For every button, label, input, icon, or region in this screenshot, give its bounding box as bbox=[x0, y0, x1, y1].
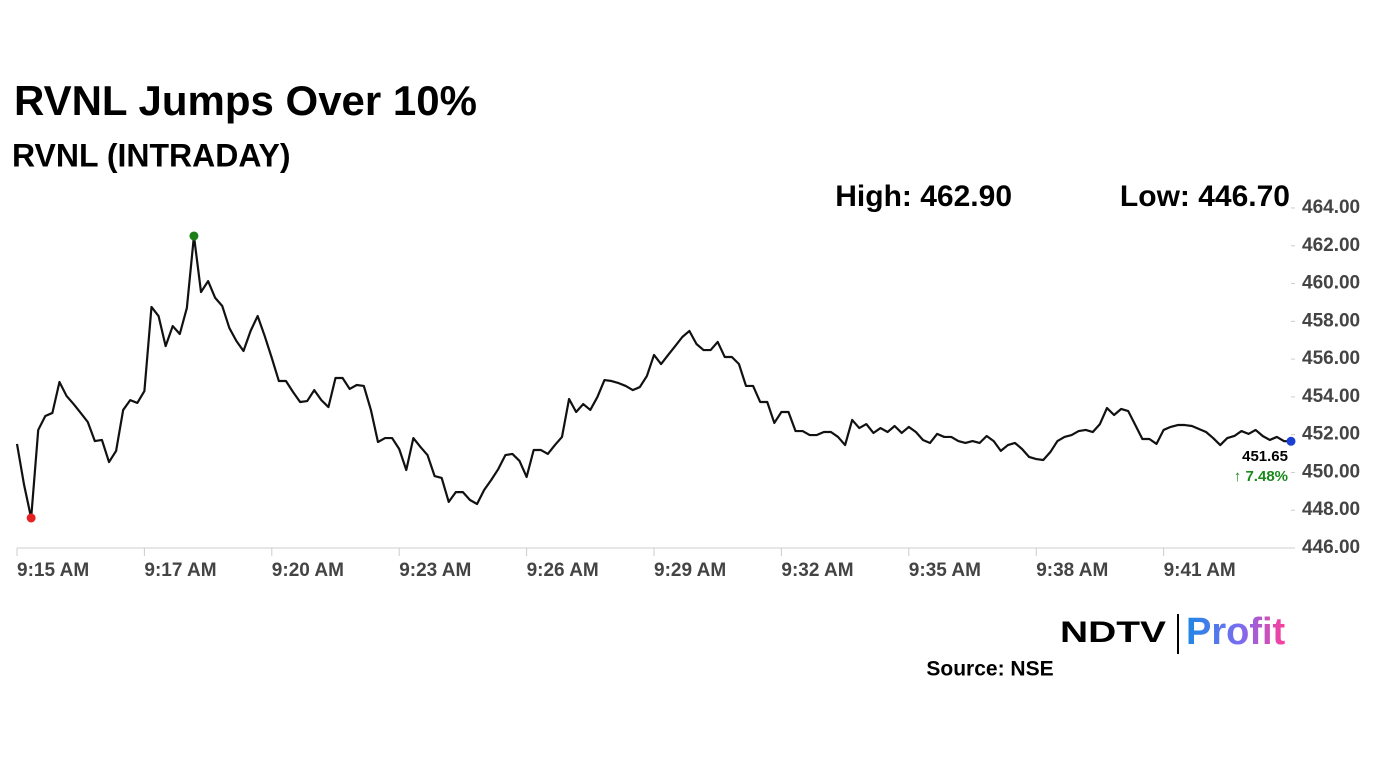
x-tick-label: 9:17 AM bbox=[144, 560, 216, 581]
y-tick-label: 462.00 bbox=[1302, 235, 1360, 256]
x-tick-label: 9:26 AM bbox=[527, 560, 599, 581]
x-tick-label: 9:35 AM bbox=[909, 560, 981, 581]
y-tick-label: 448.00 bbox=[1302, 499, 1360, 520]
x-tick-label: 9:32 AM bbox=[781, 560, 853, 581]
y-tick-label: 450.00 bbox=[1302, 461, 1360, 482]
chart-title: RVNL Jumps Over 10% bbox=[14, 77, 477, 124]
logo-profit: Profit bbox=[1186, 611, 1286, 653]
y-tick-label: 446.00 bbox=[1302, 537, 1360, 558]
x-tick-label: 9:29 AM bbox=[654, 560, 726, 581]
x-tick-label: 9:41 AM bbox=[1164, 560, 1236, 581]
y-tick-label: 464.00 bbox=[1302, 197, 1360, 218]
logo-ndtv: NDTV bbox=[1060, 616, 1166, 649]
y-tick-label: 456.00 bbox=[1302, 348, 1360, 369]
low-annotation: Low: 446.70 bbox=[1120, 180, 1290, 213]
x-tick-label: 9:15 AM bbox=[17, 560, 89, 581]
low-marker bbox=[26, 513, 36, 523]
x-tick-label: 9:20 AM bbox=[272, 560, 344, 581]
x-tick-label: 9:38 AM bbox=[1036, 560, 1108, 581]
price-line bbox=[15, 234, 1292, 520]
source: Source: NSE bbox=[926, 658, 1053, 681]
high-annotation: High: 462.90 bbox=[835, 180, 1012, 213]
high-marker bbox=[189, 231, 199, 241]
y-tick-label: 460.00 bbox=[1302, 273, 1360, 294]
last-marker bbox=[1286, 436, 1296, 446]
last-value-label: 451.65 bbox=[1242, 448, 1288, 465]
chart-subtitle: RVNL (INTRADAY) bbox=[12, 137, 291, 173]
x-tick-label: 9:23 AM bbox=[399, 560, 471, 581]
y-tick-label: 454.00 bbox=[1302, 386, 1360, 407]
y-tick-label: 452.00 bbox=[1302, 424, 1360, 445]
y-tick-label: 458.00 bbox=[1302, 310, 1360, 331]
change-label: ↑ 7.48% bbox=[1234, 468, 1288, 485]
